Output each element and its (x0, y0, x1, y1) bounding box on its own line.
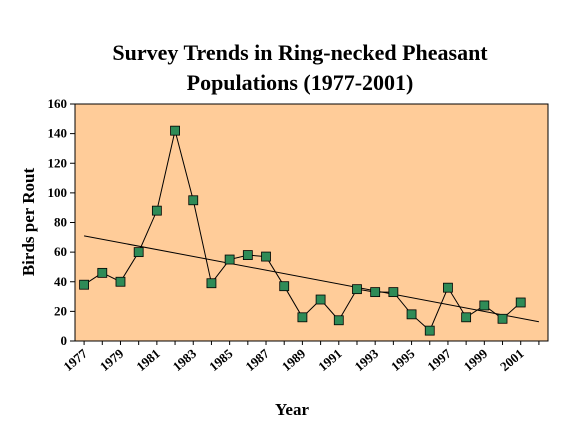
data-point (262, 252, 271, 261)
data-point (334, 316, 343, 325)
data-point (134, 248, 143, 257)
data-point (480, 301, 489, 310)
x-tick-label: 1977 (60, 345, 90, 374)
x-tick-label: 1997 (424, 345, 454, 374)
y-axis-title: Birds per Rout (19, 168, 38, 277)
data-point (225, 255, 234, 264)
data-point (352, 285, 361, 294)
data-point (389, 288, 398, 297)
data-point (425, 326, 434, 335)
data-point (207, 279, 216, 288)
data-point (298, 313, 307, 322)
data-point (243, 251, 252, 260)
x-tick-label: 1989 (279, 345, 309, 374)
y-tick-label: 140 (48, 126, 68, 141)
data-point (516, 298, 525, 307)
y-tick-label: 0 (61, 333, 68, 348)
chart-title-line-2: Populations (1977-2001) (187, 70, 414, 95)
y-tick-label: 60 (54, 244, 67, 259)
data-point (171, 126, 180, 135)
x-tick-label: 1987 (242, 345, 272, 374)
x-tick-label: 1995 (388, 345, 418, 374)
y-tick-label: 160 (48, 96, 68, 111)
data-point (98, 268, 107, 277)
data-point (80, 280, 89, 289)
x-tick-label: 1985 (206, 345, 236, 374)
x-tick-label: 1983 (170, 345, 200, 374)
y-tick-label: 100 (48, 185, 68, 200)
x-tick-label: 1993 (352, 345, 382, 374)
y-tick-label: 40 (54, 274, 67, 289)
data-point (152, 206, 161, 215)
x-axis: 1977197919811983198519871989199119931995… (60, 341, 538, 374)
data-point (316, 295, 325, 304)
x-tick-label: 1981 (133, 346, 163, 374)
chart-title-line-1: Survey Trends in Ring-necked Pheasant (112, 40, 488, 65)
x-tick-label: 2001 (497, 346, 527, 374)
y-tick-label: 80 (54, 215, 67, 230)
data-point (462, 313, 471, 322)
x-tick-label: 1979 (97, 345, 127, 374)
x-tick-label: 1999 (461, 345, 491, 374)
y-tick-label: 120 (48, 155, 68, 170)
x-axis-title: Year (275, 400, 309, 419)
data-point (443, 283, 452, 292)
data-point (280, 282, 289, 291)
data-point (498, 314, 507, 323)
y-tick-label: 20 (54, 303, 67, 318)
data-point (407, 310, 416, 319)
data-point (116, 277, 125, 286)
data-point (371, 288, 380, 297)
plot-area (75, 104, 548, 341)
data-point (189, 196, 198, 205)
y-axis: 0 20 40 60 80 100 120 140 160 (48, 96, 76, 348)
x-tick-label: 1991 (315, 346, 345, 374)
